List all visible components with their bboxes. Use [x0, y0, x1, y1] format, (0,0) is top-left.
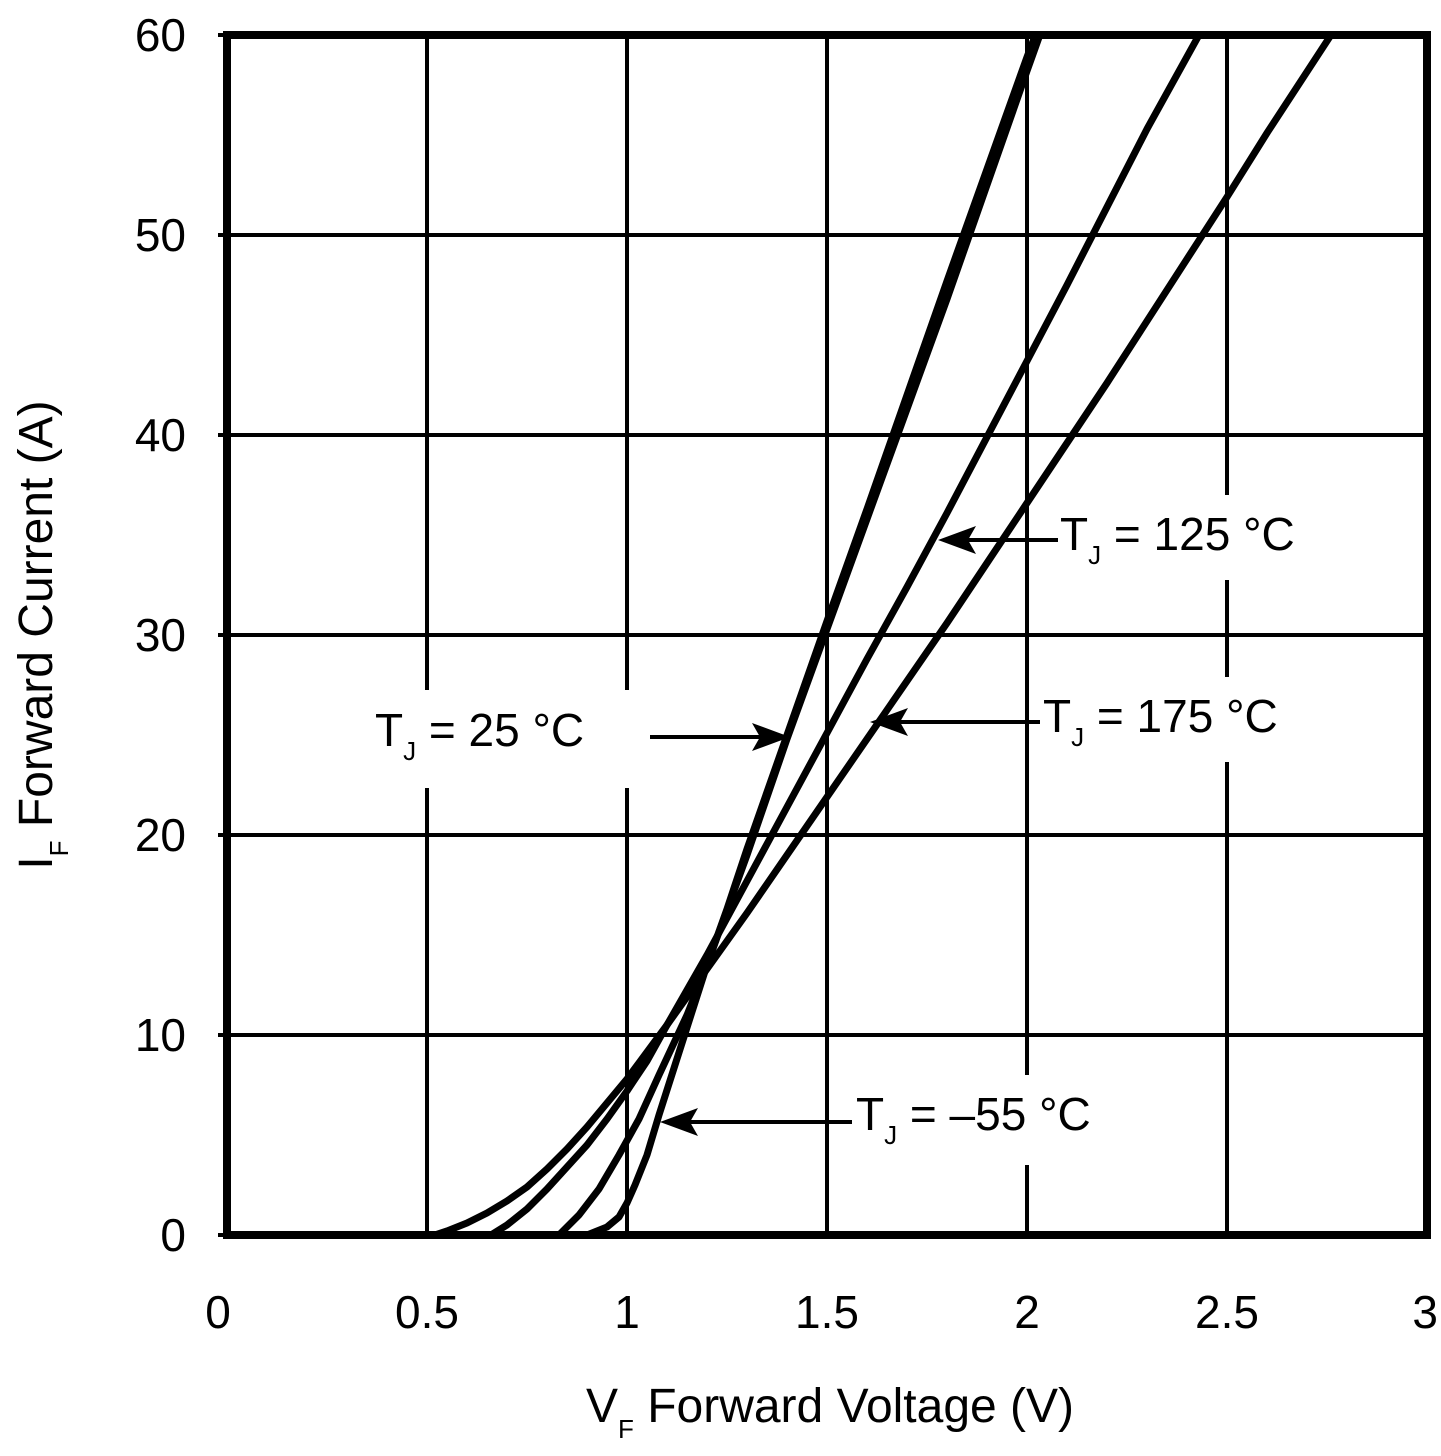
series-line-2 — [487, 35, 1203, 1235]
label-tj125: TJ = 125 °C — [1060, 508, 1295, 570]
y-tick-label-6: 60 — [135, 9, 186, 61]
y-tick-label-2: 20 — [135, 809, 186, 861]
x-tick-label-6: 3 — [1412, 1286, 1438, 1338]
x-tick-label-2: 1 — [614, 1286, 640, 1338]
y-tick-label-1: 10 — [135, 1009, 186, 1061]
plot-frame — [223, 31, 1431, 1239]
x-tick-label-4: 2 — [1014, 1286, 1040, 1338]
label-tj175: TJ = 175 °C — [1043, 690, 1278, 752]
y-tick-label-4: 40 — [135, 409, 186, 461]
x-tick-label-1: 0.5 — [395, 1286, 459, 1338]
arrow-tj125 — [938, 526, 1058, 554]
x-tick-label-3: 1.5 — [795, 1286, 859, 1338]
label-tjm55: TJ = –55 °C — [856, 1088, 1091, 1150]
y-tick-label-5: 50 — [135, 209, 186, 261]
y-tick-label-3: 30 — [135, 609, 186, 661]
y-tick-label-0: 0 — [160, 1209, 186, 1261]
x-tick-labels: 0 0.5 1 1.5 2 2.5 3 — [205, 1286, 1438, 1338]
x-axis-label: VF Forward Voltage (V) — [586, 1380, 1074, 1444]
arrow-tj25 — [650, 723, 790, 751]
arrow-tjm55 — [660, 1108, 852, 1136]
y-axis-label: IF Forward Current (A) — [10, 400, 74, 869]
x-tick-label-0: 0 — [205, 1286, 231, 1338]
series-line-1 — [555, 35, 1040, 1235]
label-tj25: TJ = 25 °C — [375, 704, 584, 766]
x-tick-label-5: 2.5 — [1195, 1286, 1259, 1338]
series-line-3 — [431, 35, 1335, 1235]
series-layer — [431, 35, 1335, 1235]
arrow-tj175 — [870, 708, 1040, 736]
y-tick-labels: 0 10 20 30 40 50 60 — [135, 9, 186, 1261]
